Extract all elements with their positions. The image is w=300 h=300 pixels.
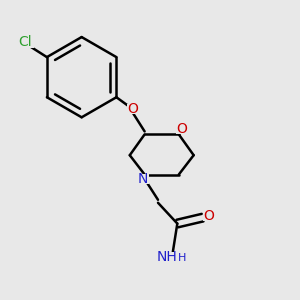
Text: H: H (178, 253, 187, 263)
FancyBboxPatch shape (127, 104, 139, 114)
Text: NH: NH (157, 250, 177, 264)
Text: O: O (176, 122, 187, 136)
Text: O: O (203, 209, 214, 223)
Text: N: N (138, 172, 148, 186)
FancyBboxPatch shape (15, 36, 34, 48)
Text: Cl: Cl (18, 35, 32, 49)
FancyBboxPatch shape (162, 252, 184, 262)
Text: O: O (127, 102, 138, 116)
FancyBboxPatch shape (203, 211, 214, 221)
FancyBboxPatch shape (137, 174, 149, 184)
FancyBboxPatch shape (176, 124, 188, 134)
